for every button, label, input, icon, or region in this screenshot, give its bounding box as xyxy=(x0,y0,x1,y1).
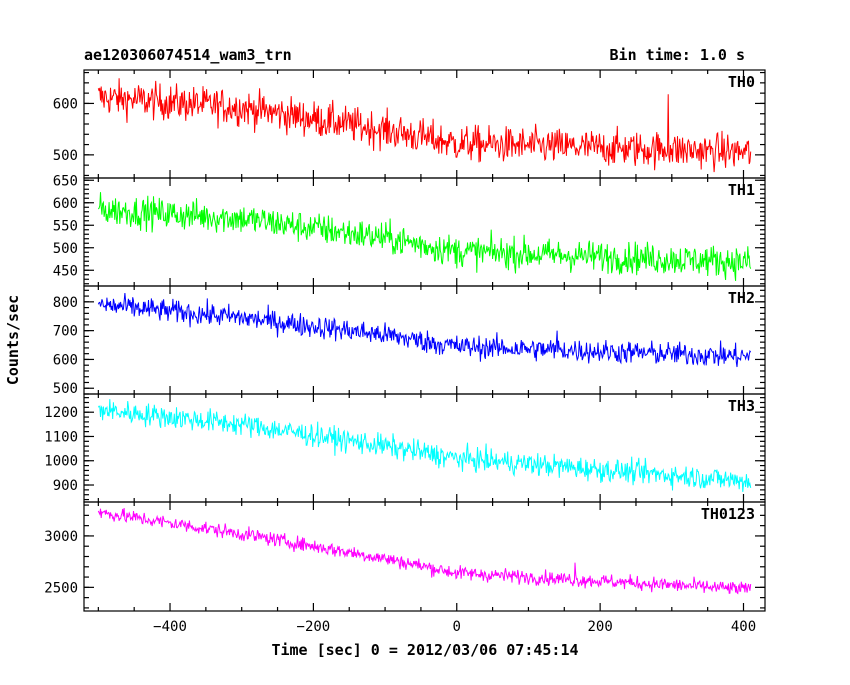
panel-label-th3: TH3 xyxy=(728,397,755,415)
panel-label-th0: TH0 xyxy=(728,73,755,91)
panel-frame-th0123 xyxy=(83,501,766,612)
y-tick-label: 600 xyxy=(53,196,78,212)
y-tick-label: 650 xyxy=(53,173,78,189)
series-line-th1 xyxy=(97,192,752,281)
y-tick-label: 1100 xyxy=(44,429,78,445)
y-tick-label: 800 xyxy=(53,295,78,311)
y-tick-label: 1000 xyxy=(44,454,78,470)
series-line-th2 xyxy=(97,292,752,368)
x-tick-label: 0 xyxy=(453,619,461,635)
bin-time-label: Bin time: 1.0 s xyxy=(610,46,745,64)
y-tick-label: 2500 xyxy=(44,580,78,596)
y-tick-label: 700 xyxy=(53,324,78,340)
panel-label-th2: TH2 xyxy=(728,289,755,307)
y-tick-label: 900 xyxy=(53,478,78,494)
x-tick-label: 400 xyxy=(731,619,756,635)
y-tick-label: 1200 xyxy=(44,405,78,421)
x-tick-label: 200 xyxy=(587,619,612,635)
panel-frame-th0 xyxy=(83,69,766,179)
chart-title: ae120306074514_wam3_trn xyxy=(84,46,292,64)
series-line-th0 xyxy=(97,78,752,173)
panel-label-th0123: TH0123 xyxy=(701,505,755,523)
y-tick-label: 500 xyxy=(53,381,78,397)
panel-label-th1: TH1 xyxy=(728,181,755,199)
y-tick-label: 600 xyxy=(53,352,78,368)
x-axis-label: Time [sec] 0 = 2012/03/06 07:45:14 xyxy=(271,641,578,659)
y-axis-label: Counts/sec xyxy=(4,295,22,385)
y-tick-label: 500 xyxy=(53,148,78,164)
y-tick-label: 3000 xyxy=(44,529,78,545)
panel-frame-th1 xyxy=(83,177,766,287)
x-tick-label: −200 xyxy=(297,619,331,635)
series-line-th3 xyxy=(97,399,752,492)
y-tick-label: 450 xyxy=(53,263,78,279)
y-tick-label: 600 xyxy=(53,96,78,112)
panels-group: TH0 500 600 TH1 450 500 550 600 650 TH2 500 600 700 8… xyxy=(44,69,766,635)
x-tick-label: −400 xyxy=(153,619,187,635)
panel-frame-th2 xyxy=(83,285,766,395)
series-line-th0123 xyxy=(97,507,752,595)
y-tick-label: 500 xyxy=(53,241,78,257)
y-tick-label: 550 xyxy=(53,218,78,234)
